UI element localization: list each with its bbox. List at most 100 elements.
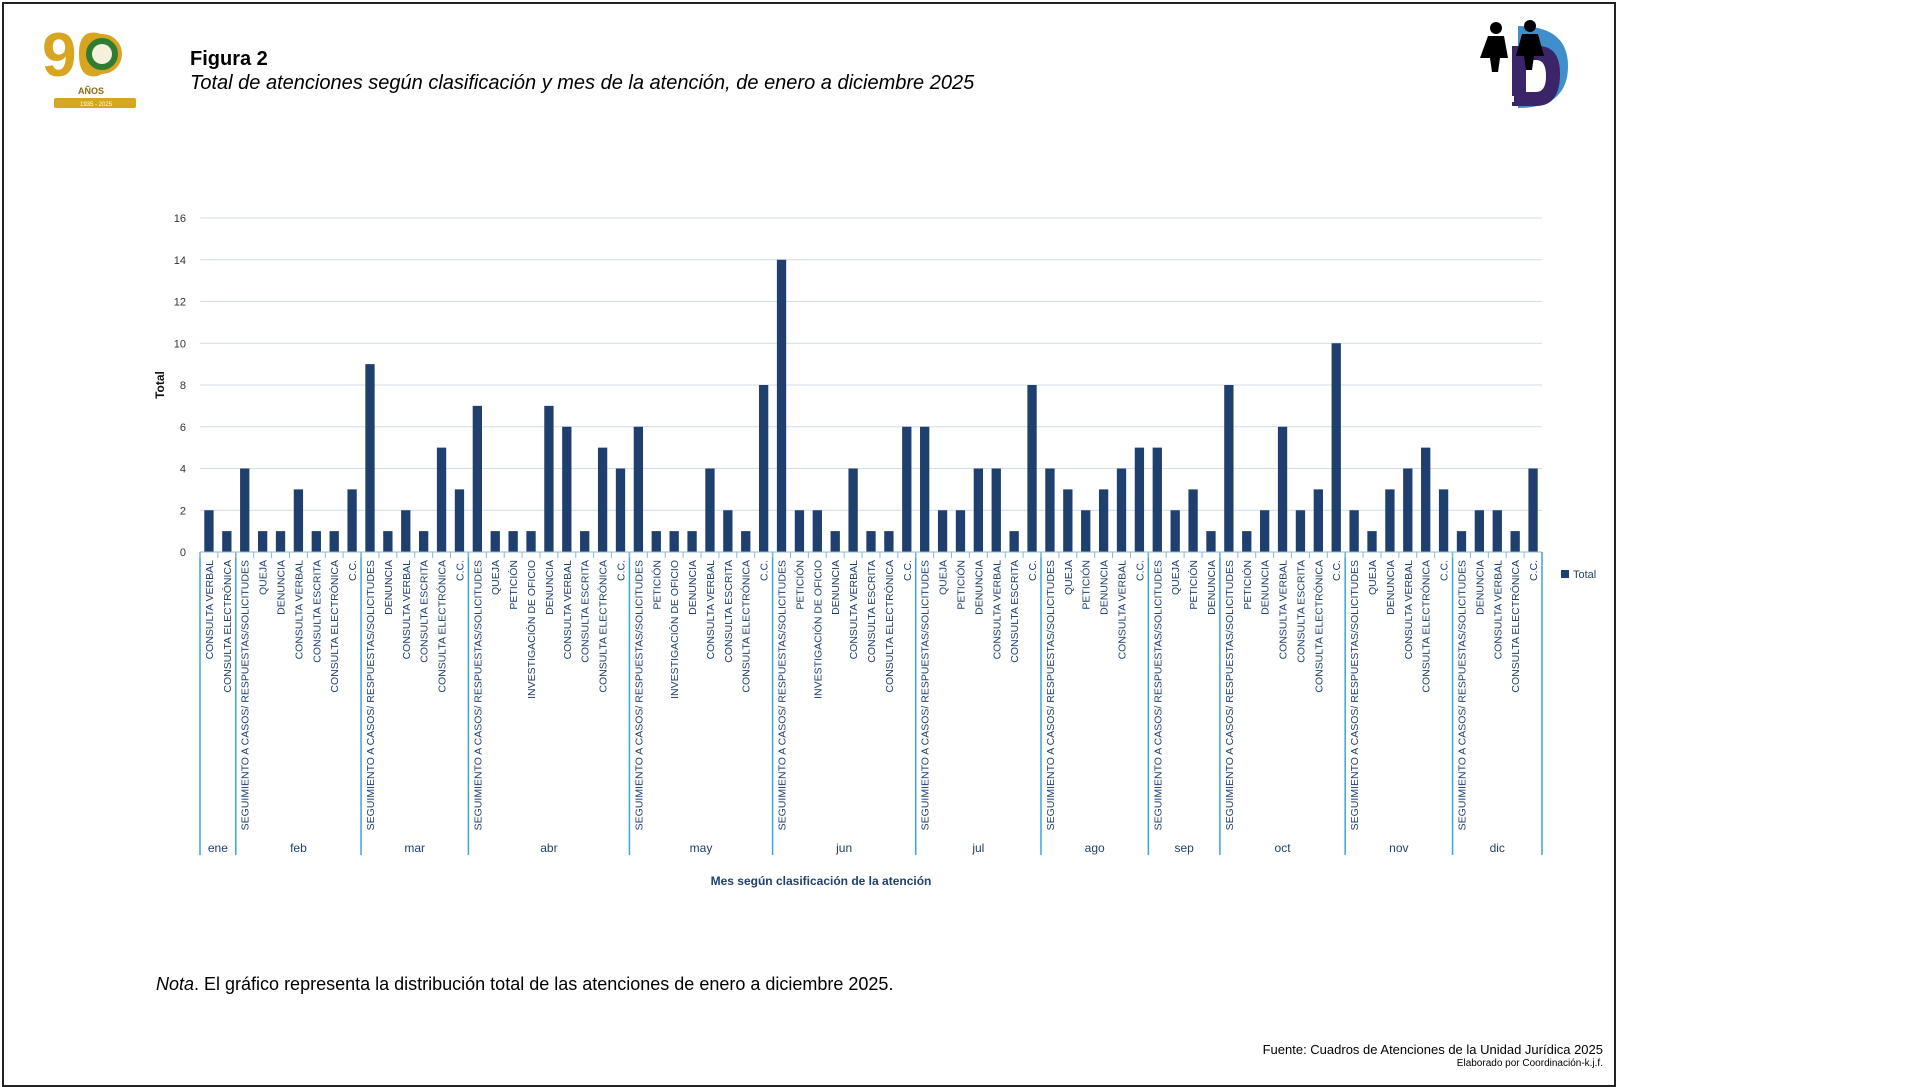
bar-sep-2 [1170, 510, 1180, 552]
figure-label: Figura 2 [190, 48, 268, 70]
category-label: PETICIÓN [1187, 560, 1200, 610]
bar-jul-1 [920, 426, 930, 552]
category-label: C.C. [902, 560, 914, 581]
bar-ago-2 [1063, 489, 1073, 552]
month-label-jun: jun [835, 841, 852, 855]
y-tick-label: 16 [174, 213, 186, 225]
category-label: CONSULTA VERBAL [293, 560, 305, 660]
y-tick-label: 14 [174, 255, 186, 267]
category-label: SEGUIMIENTO A CASOS/ RESPUESTAS/SOLICITU… [1224, 560, 1236, 830]
y-tick-label: 4 [180, 464, 186, 476]
bar-mar-6 [454, 489, 465, 552]
month-label-dic: dic [1490, 841, 1505, 855]
category-label: QUEJA [258, 560, 270, 595]
month-label-abr: abr [540, 841, 557, 855]
elaborated-by: Elaborado por Coordinación-k.j.f. [1456, 1058, 1603, 1069]
month-label-nov: nov [1389, 841, 1408, 855]
bar-dic-2 [1474, 510, 1485, 552]
bar-ago-5 [1116, 468, 1127, 552]
category-label: C.C. [1528, 560, 1540, 581]
category-label: C.C. [759, 560, 771, 581]
category-label: CONSULTA ELECTRÓNICA [1509, 560, 1522, 693]
y-tick-label: 8 [180, 380, 186, 392]
category-label: CONSULTA ELECTRÓNICA [1312, 560, 1325, 693]
category-label: DENUNCIA [276, 560, 288, 615]
month-label-jul: jul [971, 841, 984, 855]
bar-mar-5 [436, 447, 447, 552]
bar-may-4 [687, 531, 697, 552]
anniversary-90-logo: 90 AÑOS 1935 - 2025 [42, 21, 136, 108]
bar-ago-3 [1081, 510, 1091, 552]
figure-right-body [1516, 34, 1544, 70]
figure-left-head [1490, 22, 1502, 34]
category-label: C.C. [1134, 560, 1146, 581]
nota-text: Nota. El gráfico representa la distribuc… [156, 974, 893, 995]
category-label: SEGUIMIENTO A CASOS/ RESPUESTAS/SOLICITU… [633, 560, 645, 830]
bar-jun-6 [866, 531, 876, 552]
bar-nov-1 [1349, 510, 1359, 552]
category-label: CONSULTA ELECTRÓNICA [740, 560, 753, 693]
logo-small-plate [1500, 96, 1514, 102]
category-label: PETICIÓN [650, 560, 663, 610]
bar-nov-4 [1403, 468, 1413, 552]
category-label: CONSULTA VERBAL [1117, 560, 1129, 660]
bar-jul-3 [955, 510, 966, 552]
bar-abr-7 [580, 531, 590, 552]
category-label: CONSULTA VERBAL [401, 560, 413, 660]
category-label: CONSULTA VERBAL [705, 560, 717, 660]
category-label: DENUNCIA [973, 560, 985, 615]
bar-may-7 [741, 531, 751, 552]
y-tick-label: 0 [180, 547, 186, 559]
y-tick-label: 2 [180, 505, 186, 517]
category-label: CONSULTA VERBAL [1492, 560, 1504, 660]
bar-abr-2 [490, 531, 500, 552]
bar-sep-4 [1206, 531, 1216, 552]
bar-may-3 [669, 531, 679, 552]
bar-mar-1 [365, 364, 375, 552]
category-label: CONSULTA ESCRITA [580, 560, 592, 663]
bar-abr-8 [597, 447, 608, 552]
bar-may-1 [633, 426, 644, 552]
category-label: C.C. [615, 560, 627, 581]
category-label: SEGUIMIENTO A CASOS/ RESPUESTAS/SOLICITU… [777, 560, 789, 830]
bar-ene-2 [222, 531, 232, 552]
bar-mar-2 [383, 531, 393, 552]
category-label: CONSULTA ESCRITA [1295, 560, 1307, 663]
bar-ene-1 [204, 510, 214, 552]
category-label: SEGUIMIENTO A CASOS/ RESPUESTAS/SOLICITU… [240, 560, 252, 830]
category-label: CONSULTA ELECTRÓNICA [328, 560, 341, 693]
legend-swatch [1561, 570, 1569, 578]
y-tick-label: 12 [174, 297, 186, 309]
bar-abr-4 [526, 531, 536, 552]
source-text: Fuente: Cuadros de Atenciones de la Unid… [1262, 1042, 1603, 1057]
bar-jul-7 [1027, 385, 1037, 552]
logo-word: AÑOS [78, 86, 104, 96]
bar-abr-1 [472, 405, 482, 552]
category-label: DENUNCIA [1474, 560, 1486, 615]
category-label: PETICIÓN [954, 560, 967, 610]
institution-logo [1480, 20, 1568, 108]
month-label-ago: ago [1085, 841, 1105, 855]
category-label: CONSULTA ESCRITA [1009, 560, 1021, 663]
bar-may-2 [651, 531, 661, 552]
bar-feb-4 [293, 489, 304, 552]
bar-ago-1 [1045, 468, 1055, 552]
category-label: CONSULTA VERBAL [204, 560, 216, 660]
bar-jul-6 [1009, 531, 1019, 552]
category-label: SEGUIMIENTO A CASOS/ RESPUESTAS/SOLICITU… [472, 560, 484, 830]
bar-may-6 [723, 510, 733, 552]
logo-ribbon [54, 98, 136, 108]
bar-mar-3 [401, 510, 411, 552]
bar-nov-6 [1438, 489, 1449, 552]
category-label: QUEJA [1367, 560, 1379, 595]
bar-oct-5 [1295, 510, 1306, 552]
source-block: Fuente: Cuadros de Atenciones de la Unid… [1263, 1043, 1603, 1071]
bar-nov-2 [1367, 531, 1377, 552]
category-label: PETICIÓN [1241, 560, 1254, 610]
category-label: SEGUIMIENTO A CASOS/ RESPUESTAS/SOLICITU… [920, 560, 932, 830]
bar-feb-3 [275, 531, 286, 552]
category-label: QUEJA [938, 560, 950, 595]
bar-nov-5 [1421, 447, 1431, 552]
bar-oct-4 [1277, 426, 1288, 552]
bar-jun-2 [794, 510, 805, 552]
